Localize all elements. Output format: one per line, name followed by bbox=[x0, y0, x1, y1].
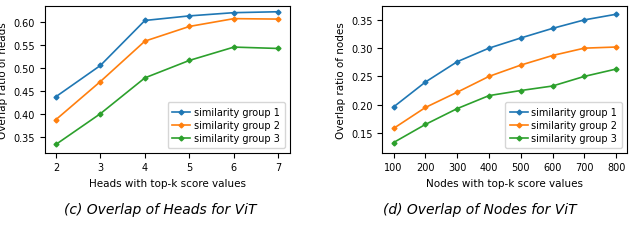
similarity group 2 bbox=[485, 76, 493, 79]
similarity group 2 bbox=[517, 64, 525, 67]
similarity group 3 bbox=[517, 90, 525, 92]
similarity group 1 bbox=[230, 12, 237, 15]
similarity group 2 bbox=[52, 119, 60, 122]
Legend: similarity group 1, similarity group 2, similarity group 3: similarity group 1, similarity group 2, … bbox=[168, 103, 285, 148]
similarity group 3 bbox=[485, 95, 493, 98]
similarity group 1 bbox=[186, 16, 193, 18]
similarity group 2 bbox=[275, 19, 282, 21]
similarity group 2 bbox=[548, 55, 556, 58]
similarity group 2 bbox=[230, 18, 237, 21]
similarity group 1 bbox=[453, 61, 461, 64]
Line: similarity group 1: similarity group 1 bbox=[392, 14, 618, 109]
Line: similarity group 3: similarity group 3 bbox=[392, 68, 618, 145]
similarity group 3 bbox=[390, 142, 397, 144]
similarity group 1 bbox=[580, 19, 588, 22]
similarity group 3 bbox=[186, 60, 193, 63]
similarity group 2 bbox=[390, 127, 397, 130]
similarity group 1 bbox=[141, 20, 148, 23]
Line: similarity group 1: similarity group 1 bbox=[54, 11, 280, 99]
Line: similarity group 2: similarity group 2 bbox=[392, 46, 618, 130]
similarity group 1 bbox=[612, 14, 620, 17]
Y-axis label: Overlap ratio of nodes: Overlap ratio of nodes bbox=[335, 22, 346, 138]
similarity group 3 bbox=[97, 113, 104, 115]
similarity group 2 bbox=[580, 48, 588, 50]
similarity group 3 bbox=[275, 48, 282, 51]
similarity group 1 bbox=[52, 96, 60, 99]
similarity group 3 bbox=[548, 85, 556, 88]
similarity group 2 bbox=[141, 40, 148, 43]
X-axis label: Nodes with top-k score values: Nodes with top-k score values bbox=[426, 178, 583, 188]
similarity group 1 bbox=[548, 28, 556, 31]
similarity group 1 bbox=[390, 106, 397, 109]
similarity group 3 bbox=[230, 47, 237, 49]
similarity group 2 bbox=[612, 47, 620, 49]
Text: (d) Overlap of Nodes for ViT: (d) Overlap of Nodes for ViT bbox=[383, 202, 577, 216]
similarity group 2 bbox=[422, 107, 429, 109]
similarity group 3 bbox=[612, 68, 620, 71]
similarity group 3 bbox=[453, 108, 461, 110]
similarity group 1 bbox=[485, 48, 493, 50]
similarity group 3 bbox=[52, 143, 60, 146]
Y-axis label: Overlap ratio of heads: Overlap ratio of heads bbox=[0, 22, 8, 138]
Line: similarity group 3: similarity group 3 bbox=[54, 46, 280, 146]
similarity group 3 bbox=[422, 124, 429, 126]
similarity group 1 bbox=[422, 81, 429, 84]
similarity group 2 bbox=[453, 91, 461, 94]
Legend: similarity group 1, similarity group 2, similarity group 3: similarity group 1, similarity group 2, … bbox=[505, 103, 622, 148]
Text: (c) Overlap of Heads for ViT: (c) Overlap of Heads for ViT bbox=[64, 202, 256, 216]
X-axis label: Heads with top-k score values: Heads with top-k score values bbox=[89, 178, 246, 188]
similarity group 1 bbox=[275, 11, 282, 14]
Line: similarity group 2: similarity group 2 bbox=[54, 18, 280, 122]
similarity group 2 bbox=[186, 26, 193, 29]
similarity group 2 bbox=[97, 81, 104, 83]
similarity group 3 bbox=[141, 77, 148, 80]
similarity group 1 bbox=[97, 65, 104, 68]
similarity group 3 bbox=[580, 76, 588, 79]
similarity group 1 bbox=[517, 37, 525, 40]
